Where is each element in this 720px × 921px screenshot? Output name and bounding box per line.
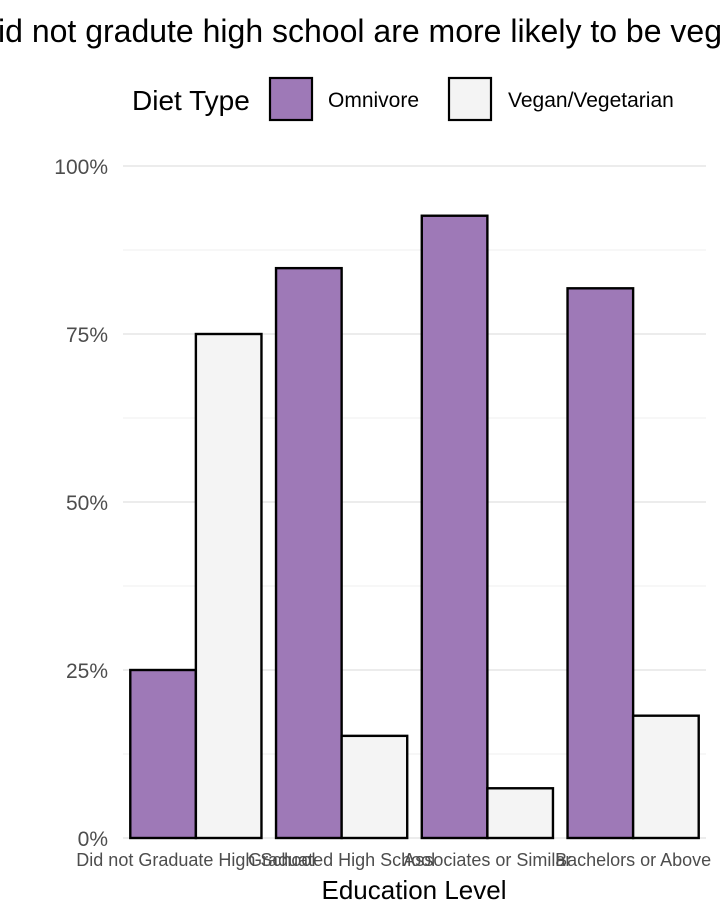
x-tick-label: Associates or Similar (403, 850, 571, 870)
y-tick-label: 25% (66, 660, 108, 683)
bar-vegan-vegetarian (194, 332, 263, 840)
bar-omnivore (566, 287, 635, 840)
bar-omnivore (129, 668, 198, 840)
x-tick-label: Did not Graduate High School (76, 850, 315, 870)
bar-vegan-vegetarian (340, 734, 409, 840)
x-tick-label: Graduated High School (248, 850, 435, 870)
legend-label-omnivore: Omnivore (328, 89, 419, 112)
y-tick-label: 100% (54, 156, 108, 179)
legend-swatch-omnivore (268, 76, 314, 122)
legend: Diet Type Omnivore Vegan/Vegetarian (132, 76, 674, 122)
bar-omnivore (420, 214, 489, 840)
bar-vegan-vegetarian (486, 787, 555, 840)
legend-title: Diet Type (132, 85, 250, 116)
y-tick-label: 0% (78, 828, 108, 851)
y-axis-tick-labels: 0% 25% 50% 75% 100% (54, 156, 108, 851)
x-tick-label: Bachelors or Above (555, 850, 711, 870)
bar-vegan-vegetarian (631, 714, 700, 840)
y-tick-label: 75% (66, 324, 108, 347)
y-tick-label: 50% (66, 492, 108, 515)
chart-title: People who did not gradute high school a… (0, 13, 720, 49)
x-axis-title: Education Level (321, 875, 506, 905)
legend-swatch-vegan-vegetarian (447, 76, 493, 122)
bar-omnivore (274, 266, 343, 840)
bars (129, 214, 700, 840)
legend-label-vegan-vegetarian: Vegan/Vegetarian (508, 89, 674, 112)
